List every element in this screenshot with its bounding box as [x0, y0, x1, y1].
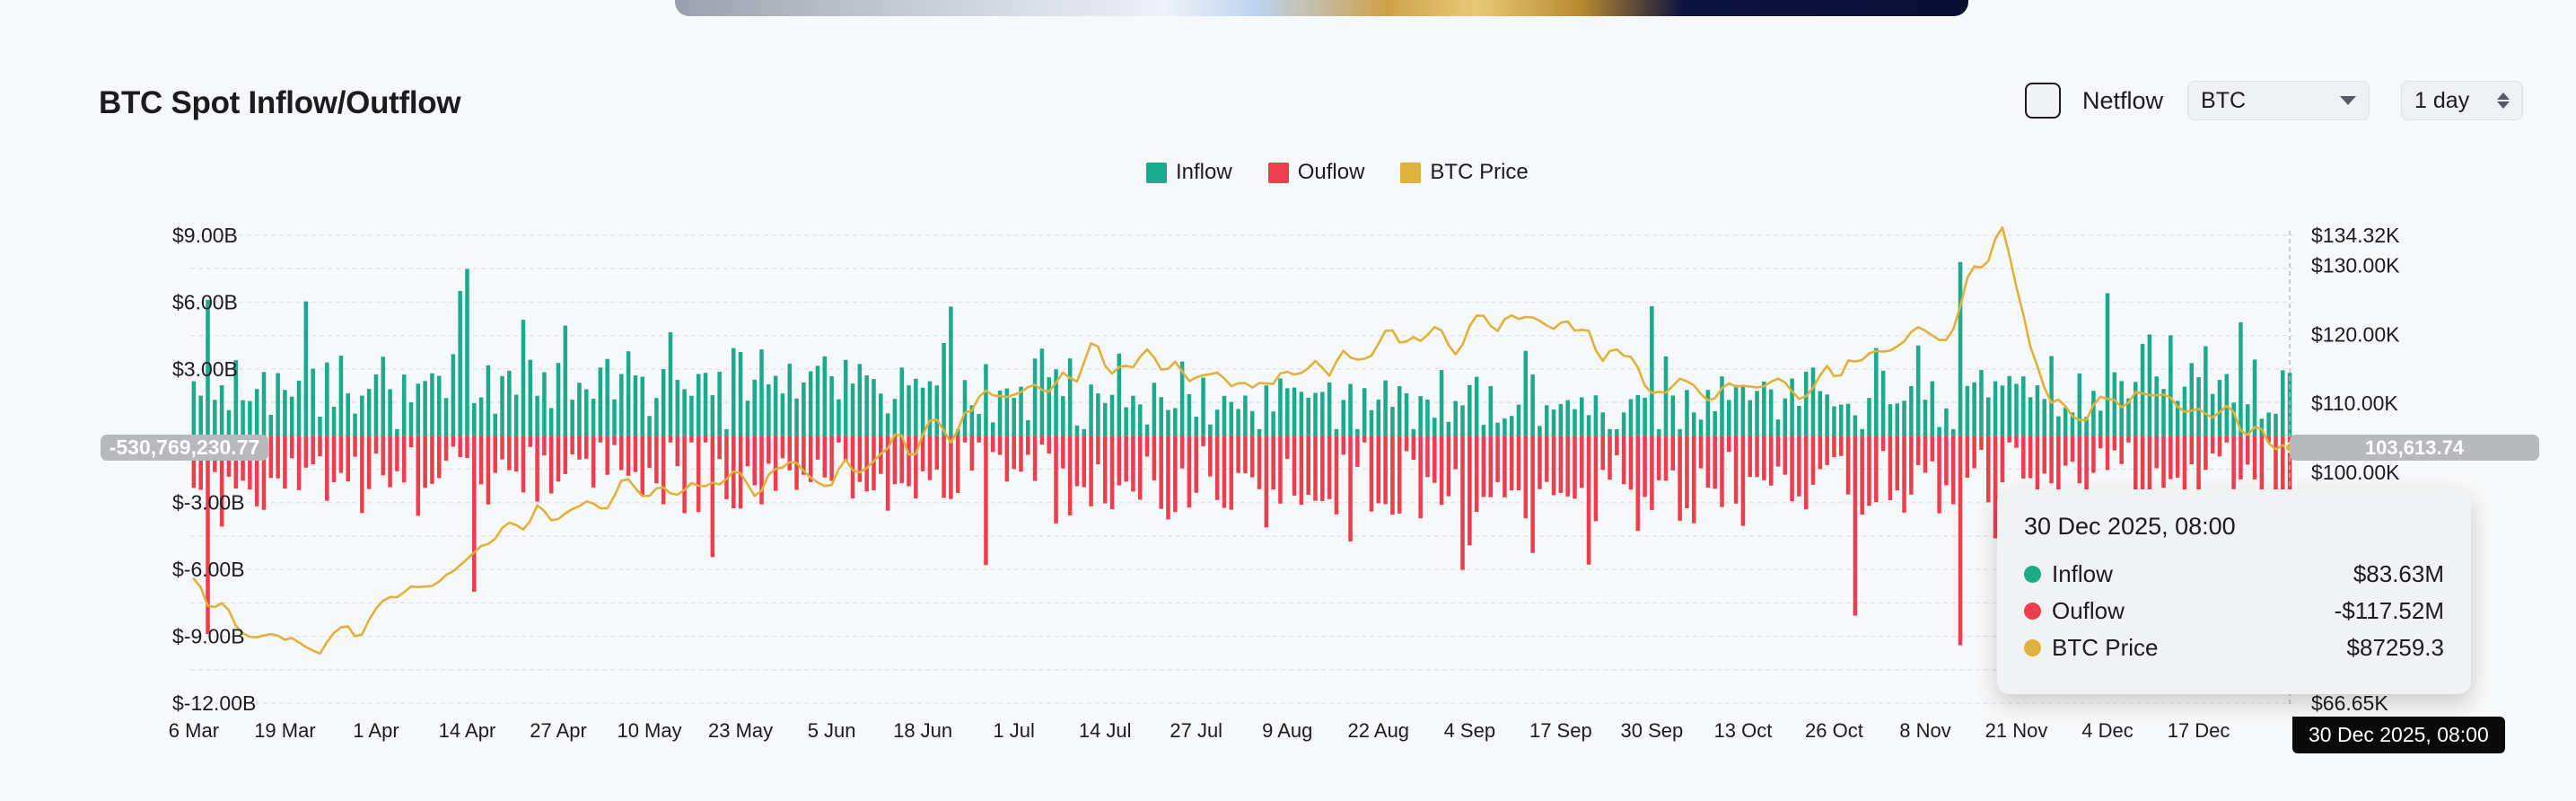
svg-text:22 Aug: 22 Aug [1348, 719, 1410, 742]
svg-text:$9.00B: $9.00B [172, 224, 238, 247]
svg-text:$6.00B: $6.00B [172, 290, 238, 313]
svg-text:1 Jul: 1 Jul [993, 719, 1034, 742]
svg-text:17 Dec: 17 Dec [2168, 719, 2230, 742]
svg-text:9 Aug: 9 Aug [1262, 719, 1312, 742]
svg-text:27 Apr: 27 Apr [530, 719, 587, 742]
svg-text:27 Jul: 27 Jul [1170, 719, 1222, 742]
svg-text:30 Sep: 30 Sep [1621, 719, 1684, 742]
svg-text:$110.00K: $110.00K [2311, 392, 2398, 415]
svg-text:10 May: 10 May [617, 719, 681, 742]
svg-text:4 Sep: 4 Sep [1444, 719, 1496, 742]
svg-text:19 Mar: 19 Mar [254, 719, 315, 742]
svg-text:26 Oct: 26 Oct [1805, 719, 1863, 742]
svg-text:17 Sep: 17 Sep [1529, 719, 1592, 742]
svg-text:13 Oct: 13 Oct [1714, 719, 1773, 742]
svg-text:14 Apr: 14 Apr [439, 719, 496, 742]
svg-text:6 Mar: 6 Mar [169, 719, 219, 742]
svg-text:8 Nov: 8 Nov [1899, 719, 1950, 742]
svg-text:$-9.00B: $-9.00B [172, 625, 245, 648]
svg-text:$-12.00B: $-12.00B [172, 691, 256, 715]
svg-text:14 Jul: 14 Jul [1079, 719, 1132, 742]
svg-text:1 Apr: 1 Apr [353, 719, 399, 742]
svg-text:21 Nov: 21 Nov [1985, 719, 2048, 742]
svg-text:$120.00K: $120.00K [2311, 322, 2400, 346]
svg-text:$130.00K: $130.00K [2311, 253, 2400, 277]
svg-text:$134.32K: $134.32K [2311, 224, 2400, 247]
svg-text:$-6.00B: $-6.00B [172, 558, 245, 581]
svg-text:18 Jun: 18 Jun [893, 719, 952, 742]
svg-text:5 Jun: 5 Jun [808, 719, 856, 742]
svg-text:23 May: 23 May [708, 719, 773, 742]
svg-text:$100.00K: $100.00K [2311, 461, 2400, 484]
svg-text:$3.00B: $3.00B [172, 357, 238, 381]
svg-text:$-3.00B: $-3.00B [172, 491, 245, 515]
svg-text:4 Dec: 4 Dec [2081, 719, 2133, 742]
svg-text:$66.65K: $66.65K [2311, 691, 2388, 715]
